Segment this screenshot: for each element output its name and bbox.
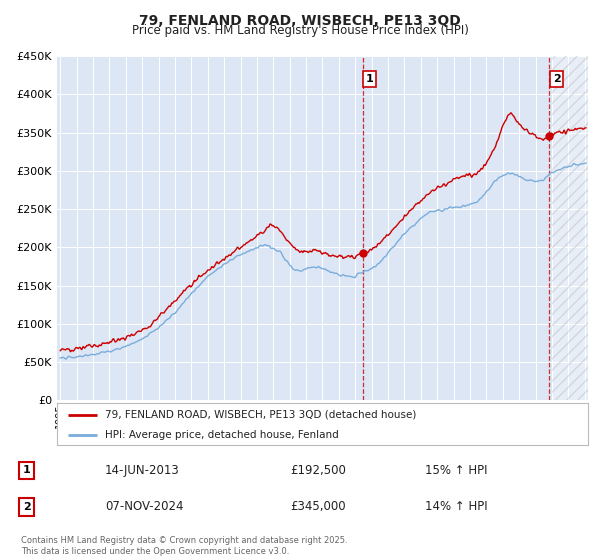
Text: £345,000: £345,000 [290,500,346,514]
Text: 1: 1 [366,74,374,84]
Text: 14% ↑ HPI: 14% ↑ HPI [425,500,488,514]
Text: 07-NOV-2024: 07-NOV-2024 [105,500,184,514]
Text: 2: 2 [553,74,560,84]
Text: £192,500: £192,500 [290,464,346,477]
Text: Price paid vs. HM Land Registry's House Price Index (HPI): Price paid vs. HM Land Registry's House … [131,24,469,37]
Text: 15% ↑ HPI: 15% ↑ HPI [425,464,487,477]
Text: HPI: Average price, detached house, Fenland: HPI: Average price, detached house, Fenl… [105,430,338,440]
Text: 2: 2 [23,502,31,512]
Text: 79, FENLAND ROAD, WISBECH, PE13 3QD: 79, FENLAND ROAD, WISBECH, PE13 3QD [139,14,461,28]
Text: 79, FENLAND ROAD, WISBECH, PE13 3QD (detached house): 79, FENLAND ROAD, WISBECH, PE13 3QD (det… [105,410,416,420]
Text: 14-JUN-2013: 14-JUN-2013 [105,464,180,477]
Bar [552,56,593,400]
Text: 1: 1 [23,465,31,475]
Text: Contains HM Land Registry data © Crown copyright and database right 2025.
This d: Contains HM Land Registry data © Crown c… [21,536,347,556]
